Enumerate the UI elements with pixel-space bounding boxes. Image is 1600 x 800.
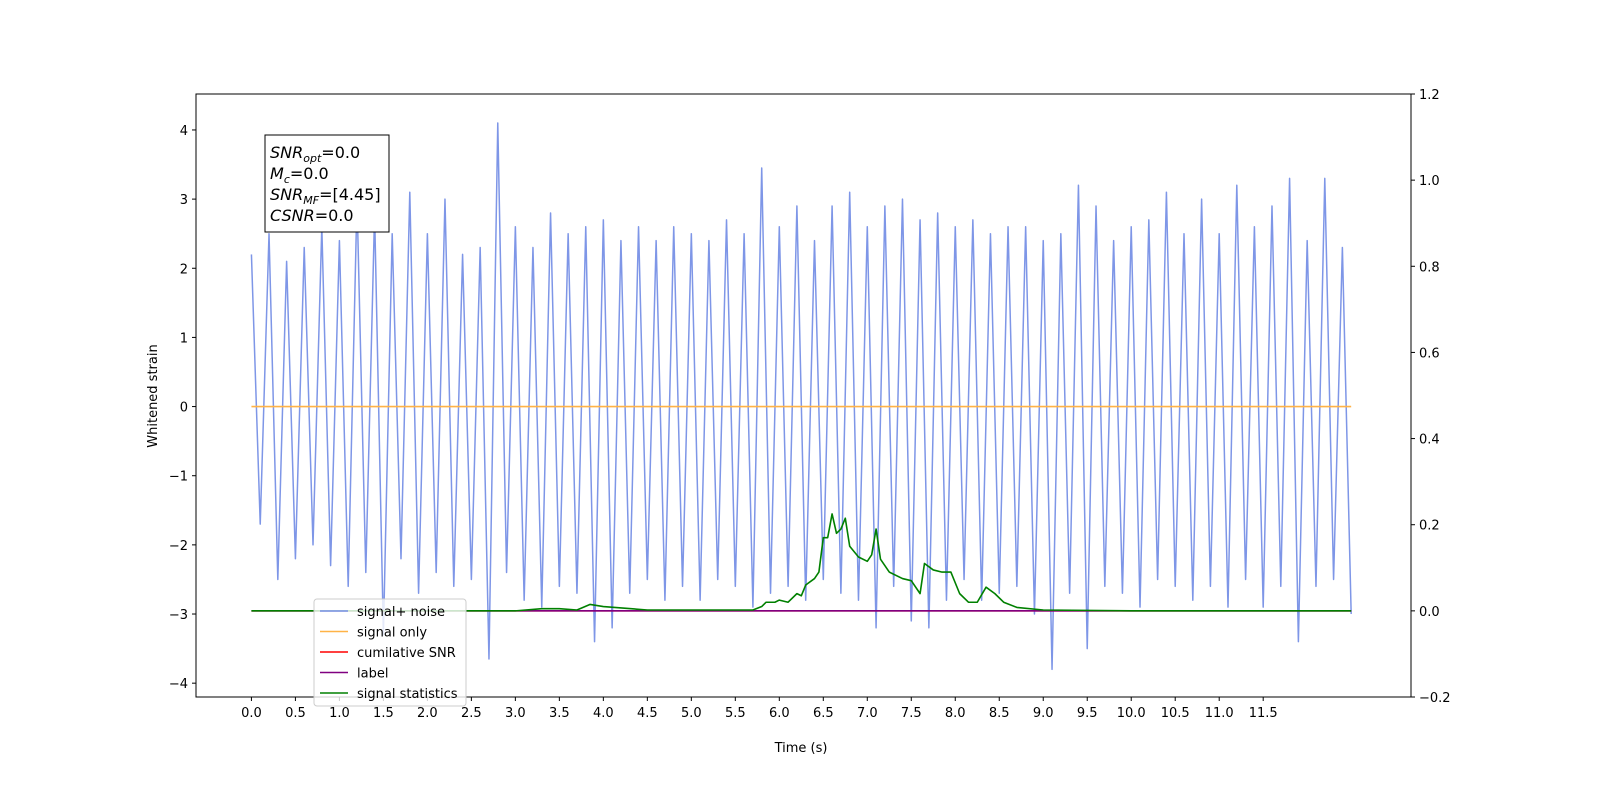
legend: signal+ noise signal only cumilative SNR la… [313,598,467,707]
stats-value: =0.0 [315,206,354,225]
x-tick-label: 11.5 [1249,706,1278,721]
legend-label: signal only [357,626,427,641]
y2-tick-label: 0.2 [1419,519,1440,534]
stats-name: M [270,164,284,183]
x-axis-label: Time (s) [774,741,828,756]
x-tick-label: 5.5 [725,706,746,721]
x-tick-label: 9.0 [1033,706,1054,721]
x-tick-label: 8.0 [945,706,966,721]
stats-line: Mc=0.0 [270,164,329,186]
y2-tick-label: 0.4 [1419,433,1440,448]
y2-tick-label: 0.8 [1419,260,1440,275]
y-tick-label: 0 [180,401,188,416]
stats-name: SNR [270,185,303,204]
x-tick-label: 3.5 [549,706,570,721]
stats-value: =0.0 [321,143,360,162]
x-tick-label: 2.0 [417,706,438,721]
y2-tick-label: −0.2 [1419,691,1451,706]
stats-sub: opt [303,152,322,165]
x-tick-label: 1.0 [329,706,350,721]
legend-label: label [357,667,388,682]
y-tick-label: −4 [169,677,188,692]
x-tick-label: 10.0 [1117,706,1146,721]
x-tick-label: 11.0 [1205,706,1234,721]
stats-value: =0.0 [290,164,329,183]
x-tick-label: 0.0 [241,706,262,721]
stats-name: SNR [270,143,303,162]
stats-line: SNRMF=[4.45] [270,185,381,207]
y-tick-label: −2 [169,539,188,554]
stats-line: CSNR=0.0 [270,206,354,225]
legend-frame [313,598,467,707]
y-tick-label: 3 [180,193,188,208]
y2-tick-label: 0.0 [1419,605,1440,620]
x-tick-label: 8.5 [989,706,1010,721]
x-tick-label: 2.5 [461,706,482,721]
x-tick-label: 7.5 [901,706,922,721]
legend-label: signal statistics [357,687,458,702]
y-tick-label: 1 [180,331,188,346]
x-tick-label: 4.0 [593,706,614,721]
x-tick-label: 4.5 [637,706,658,721]
x-tick-label: 6.0 [769,706,790,721]
stats-sub: c [284,173,290,186]
x-tick-label: 10.5 [1161,706,1190,721]
x-tick-label: 0.5 [285,706,306,721]
y-tick-label: 2 [180,262,188,277]
x-tick-label: 7.0 [857,706,878,721]
x-tick-label: 5.0 [681,706,702,721]
y-tick-label: −1 [169,470,188,485]
x-tick-label: 1.5 [373,706,394,721]
y2-tick-label: 0.6 [1419,346,1440,361]
stats-value: =[4.45] [319,185,381,204]
legend-label: signal+ noise [357,605,445,620]
y-tick-label: −3 [169,608,188,623]
y-axis-label: Whitened strain [146,344,161,447]
plot-frame [195,93,1412,698]
stats-name: CSNR [270,206,315,225]
y-tick-label: 4 [180,124,188,139]
stats-line: SNRopt=0.0 [270,143,360,165]
series-line [250,122,1352,671]
stats-box-frame [264,134,390,233]
series-line [251,513,1352,612]
x-tick-label: 6.5 [813,706,834,721]
stats-sub: MF [303,194,319,207]
x-tick-label: 3.0 [505,706,526,721]
x-tick-label: 9.5 [1077,706,1098,721]
legend-label: cumilative SNR [357,646,456,661]
y2-tick-label: 1.0 [1419,174,1440,189]
y2-tick-label: 1.2 [1419,88,1440,103]
